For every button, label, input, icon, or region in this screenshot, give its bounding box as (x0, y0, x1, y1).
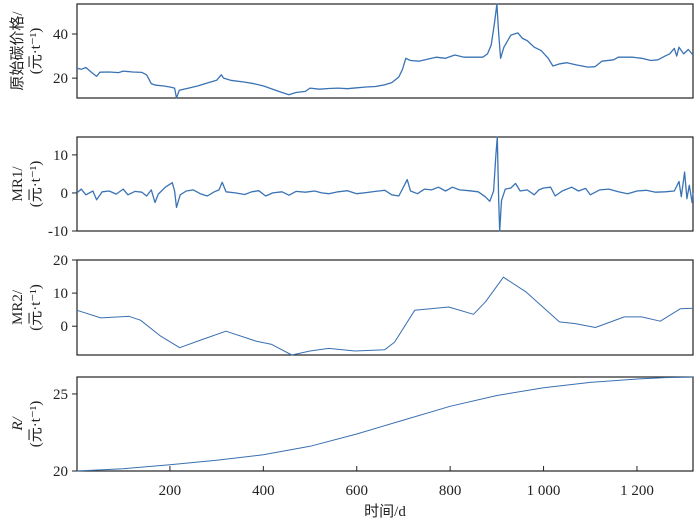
x-axis-label: 时间/d (364, 503, 406, 520)
y-axis-unit: (元·t⁻¹) (28, 28, 44, 75)
panel-r: 20 25 R/(元·t⁻¹) (10, 376, 694, 480)
y-tick-label: 25 (53, 387, 68, 403)
x-tick-label: 1 200 (620, 483, 654, 499)
y-tick-label: 40 (53, 27, 68, 43)
y-axis-label: 原始碳价格/ (9, 11, 26, 91)
series-line-carbon-price (76, 3, 694, 99)
plot-frame (76, 136, 694, 232)
plot-frame (76, 376, 694, 472)
y-axis-label: MR1/ (10, 166, 26, 202)
y-tick-label: 0 (61, 319, 69, 335)
series-line-mr2 (76, 276, 694, 356)
y-axis-unit: (元·t⁻¹) (28, 161, 44, 208)
y-axis-label: R/ (10, 416, 26, 432)
panel-mr1: -10 0 10 MR1/(元·t⁻¹) (10, 136, 694, 240)
x-tick-label: 200 (159, 483, 182, 499)
plot-frame (76, 259, 694, 356)
y-axis-label: MR2/ (10, 289, 26, 325)
x-tick-label: 800 (439, 483, 462, 499)
x-tick-label: 600 (345, 483, 368, 499)
y-axis-unit: (元·t⁻¹) (28, 284, 44, 331)
y-tick-label: 0 (61, 186, 69, 202)
y-tick-label: 20 (53, 464, 68, 480)
series-line-r (76, 376, 694, 472)
y-tick-label: 20 (53, 71, 68, 87)
y-tick-label: 10 (53, 286, 68, 302)
y-tick-label: -10 (48, 224, 68, 240)
x-tick-label: 400 (252, 483, 275, 499)
panel-carbon-price: 20 40 原始碳价格/(元·t⁻¹) (9, 3, 694, 99)
y-tick-label: 20 (53, 253, 68, 269)
y-axis-unit: (元·t⁻¹) (28, 401, 44, 448)
plot-frame (76, 3, 694, 99)
x-tick-label: 1 000 (527, 483, 561, 499)
series-line-mr1 (76, 136, 694, 232)
y-tick-label: 10 (53, 148, 68, 164)
panel-mr2: 0 10 20 MR2/(元·t⁻¹) (10, 253, 694, 356)
